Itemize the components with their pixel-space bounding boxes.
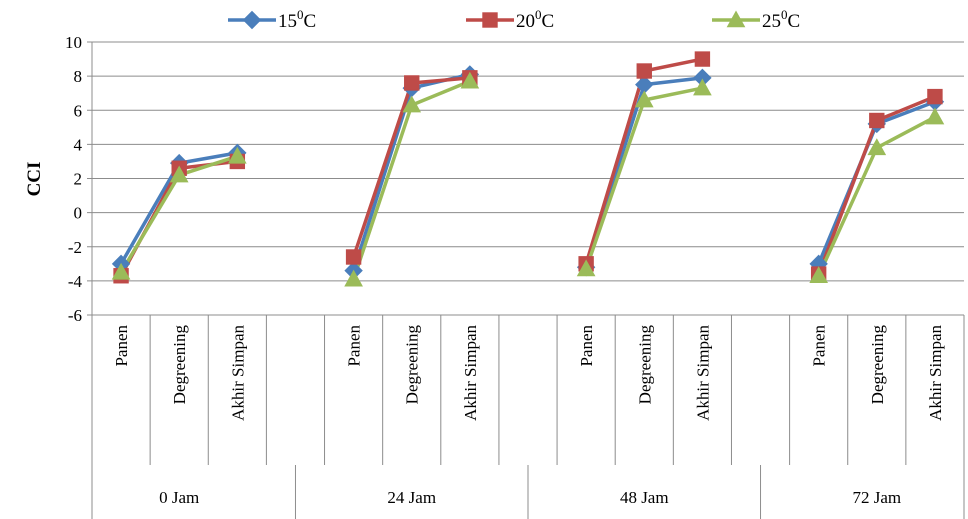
data-point-20 [928, 89, 942, 103]
data-point-20 [695, 52, 709, 66]
data-point-20 [405, 76, 419, 90]
category-label: Akhir Simpan [461, 325, 480, 421]
y-tick-label: 10 [65, 33, 82, 52]
category-label: Degreening [635, 325, 654, 405]
series-markers [113, 52, 944, 286]
group-label: 24 Jam [387, 488, 436, 507]
category-label: Akhir Simpan [926, 325, 945, 421]
y-tick-label: 2 [74, 170, 83, 189]
legend-label: 250C [762, 7, 800, 32]
category-label: Panen [810, 325, 829, 367]
category-label: Akhir Simpan [693, 325, 712, 421]
category-label: Panen [112, 325, 131, 367]
y-tick-label: 6 [74, 101, 83, 120]
group-label: 0 Jam [159, 488, 199, 507]
data-point-25 [926, 109, 943, 124]
group-label: 72 Jam [852, 488, 901, 507]
legend-label: 200C [516, 7, 554, 32]
data-point-25 [694, 80, 711, 95]
data-point-20 [346, 250, 360, 264]
category-label: Akhir Simpan [228, 325, 247, 421]
data-point-20 [870, 113, 884, 127]
data-point-20 [637, 64, 651, 78]
category-label: Degreening [170, 325, 189, 405]
legend-marker-15 [244, 12, 261, 29]
x-axis: Panen Degreening Akhir Simpan 0 Jam Panen Deg… [92, 315, 964, 519]
y-tick-label: -6 [68, 306, 82, 325]
gridlines [92, 42, 964, 315]
category-label: Panen [577, 325, 596, 367]
y-tick-label: -4 [68, 272, 83, 291]
y-tick-label: 8 [74, 67, 83, 86]
y-tick-label: -2 [68, 238, 82, 257]
y-axis-label: CCI [24, 162, 45, 197]
category-label: Panen [345, 325, 364, 367]
legend-label: 150C [278, 7, 316, 32]
y-tick-label: 0 [74, 204, 83, 223]
legend-marker-20 [483, 13, 497, 27]
group-label: 48 Jam [620, 488, 669, 507]
legend: 150C 200C 250C [228, 7, 800, 32]
category-label: Degreening [403, 325, 422, 405]
category-label: Degreening [868, 325, 887, 405]
y-axis-ticks: -6 -4 -2 0 2 4 6 8 10 [65, 33, 92, 325]
y-tick-label: 4 [74, 135, 83, 154]
